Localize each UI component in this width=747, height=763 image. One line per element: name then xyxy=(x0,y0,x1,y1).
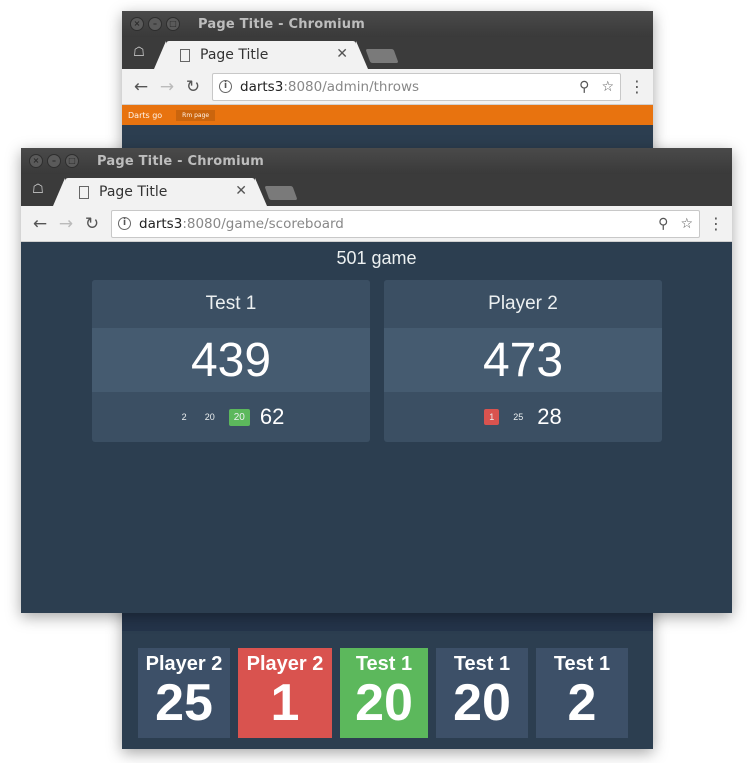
incognito-icon: ☖ xyxy=(133,45,145,60)
scoreboard-content: 501 game Test 1 439 2 20 20 62 Player 2 … xyxy=(21,242,732,613)
throw-player: Test 1 xyxy=(453,653,511,675)
bookmark-star-icon[interactable]: ☆ xyxy=(601,78,614,95)
new-tab-button[interactable] xyxy=(264,186,298,200)
turn-total: 28 xyxy=(537,404,562,429)
throw-value: 20 xyxy=(204,412,215,422)
info-icon[interactable]: i xyxy=(118,217,131,230)
address-bar[interactable]: i darts3:8080/game/scoreboard ⚲ ☆ xyxy=(111,209,700,238)
url-path: :8080/admin/throws xyxy=(283,78,420,95)
scoreboard-window: × – □ Page Title - Chromium ☖ Page Title… xyxy=(21,148,732,613)
player-name: Player 2 xyxy=(384,280,662,328)
game-title: 501 game xyxy=(336,248,417,268)
app-navbar: Darts go Rm page xyxy=(122,105,653,125)
throw-player: Player 2 xyxy=(246,653,324,675)
navbar-button[interactable]: Rm page xyxy=(176,109,216,121)
title-bar: × – □ Page Title - Chromium xyxy=(122,11,653,37)
back-icon[interactable]: ← xyxy=(133,76,149,97)
browser-toolbar: ← → ↻ i darts3:8080/admin/throws ⚲ ☆ ⋮ xyxy=(122,69,653,105)
reload-icon[interactable]: ↻ xyxy=(84,213,100,234)
tab-page-title[interactable]: Page Title ✕ xyxy=(154,41,368,69)
address-bar[interactable]: i darts3:8080/admin/throws ⚲ ☆ xyxy=(212,72,621,101)
throw-value: 25 xyxy=(513,412,524,422)
incognito-icon: ☖ xyxy=(32,182,44,197)
throw-player: Test 1 xyxy=(553,653,611,675)
forward-icon[interactable]: → xyxy=(58,213,74,234)
throw-value: 1 xyxy=(484,409,500,425)
back-icon[interactable]: ← xyxy=(32,213,48,234)
minimize-window-button[interactable]: – xyxy=(148,17,162,31)
close-tab-icon[interactable]: ✕ xyxy=(235,183,247,199)
throw-tile[interactable]: Test 1 20 xyxy=(436,648,528,738)
throw-tiles: Player 2 25 Player 2 1 Test 1 20 Test 1 … xyxy=(138,648,628,738)
document-icon xyxy=(180,48,190,62)
player-score: 473 xyxy=(384,328,662,392)
menu-dots-icon[interactable]: ⋮ xyxy=(708,214,724,233)
window-title: Page Title - Chromium xyxy=(97,153,264,169)
throw-value: 1 xyxy=(270,674,300,732)
minimize-window-button[interactable]: – xyxy=(47,154,61,168)
bookmark-star-icon[interactable]: ☆ xyxy=(680,215,693,232)
url-path: :8080/game/scoreboard xyxy=(182,215,344,232)
turn-total: 62 xyxy=(259,404,285,429)
close-window-button[interactable]: × xyxy=(130,17,144,31)
zoom-icon[interactable]: ⚲ xyxy=(579,78,590,95)
throw-tile[interactable]: Test 1 2 xyxy=(536,648,628,738)
zoom-icon[interactable]: ⚲ xyxy=(658,215,669,232)
player-card: Test 1 439 2 20 20 62 xyxy=(92,280,370,442)
throw-tile[interactable]: Test 1 20 xyxy=(340,648,428,738)
browser-toolbar: ← → ↻ i darts3:8080/game/scoreboard ⚲ ☆ … xyxy=(21,206,732,242)
recent-throws-panel: Player 2 25 Player 2 1 Test 1 20 Test 1 … xyxy=(122,613,653,749)
info-icon[interactable]: i xyxy=(219,80,232,93)
throw-value: 2 xyxy=(567,674,597,732)
throw-value: 20 xyxy=(355,674,413,732)
throw-value: 20 xyxy=(453,674,511,732)
tab-label: Page Title xyxy=(200,47,269,63)
url-host: darts3 xyxy=(139,215,183,232)
player-name: Test 1 xyxy=(92,280,370,328)
document-icon xyxy=(79,185,89,199)
throw-player: Test 1 xyxy=(355,653,413,675)
tab-label: Page Title xyxy=(99,184,168,200)
player-score: 439 xyxy=(92,328,370,392)
menu-dots-icon[interactable]: ⋮ xyxy=(629,77,645,96)
tab-page-title[interactable]: Page Title ✕ xyxy=(53,178,267,206)
close-tab-icon[interactable]: ✕ xyxy=(336,46,348,62)
forward-icon[interactable]: → xyxy=(159,76,175,97)
throw-tile[interactable]: Player 2 1 xyxy=(238,648,332,738)
window-title: Page Title - Chromium xyxy=(198,16,365,32)
maximize-window-button[interactable]: □ xyxy=(166,17,180,31)
url-host: darts3 xyxy=(240,78,284,95)
panel-top-strip xyxy=(122,613,653,631)
brand-link[interactable]: Darts go xyxy=(128,110,163,120)
new-tab-button[interactable] xyxy=(365,49,399,63)
maximize-window-button[interactable]: □ xyxy=(65,154,79,168)
title-bar: × – □ Page Title - Chromium xyxy=(21,148,732,174)
reload-icon[interactable]: ↻ xyxy=(185,76,201,97)
throw-tile[interactable]: Player 2 25 xyxy=(138,648,230,738)
player-throws: 1 25 28 xyxy=(384,392,662,442)
throw-value: 20 xyxy=(228,408,250,426)
close-window-button[interactable]: × xyxy=(29,154,43,168)
throw-value: 25 xyxy=(155,674,213,732)
tab-bar: ☖ Page Title ✕ xyxy=(21,174,732,206)
throw-player: Player 2 xyxy=(145,653,223,675)
player-card: Player 2 473 1 25 28 xyxy=(384,280,662,442)
throw-value: 2 xyxy=(181,412,187,422)
tab-bar: ☖ Page Title ✕ xyxy=(122,37,653,69)
player-throws: 2 20 20 62 xyxy=(92,392,370,442)
